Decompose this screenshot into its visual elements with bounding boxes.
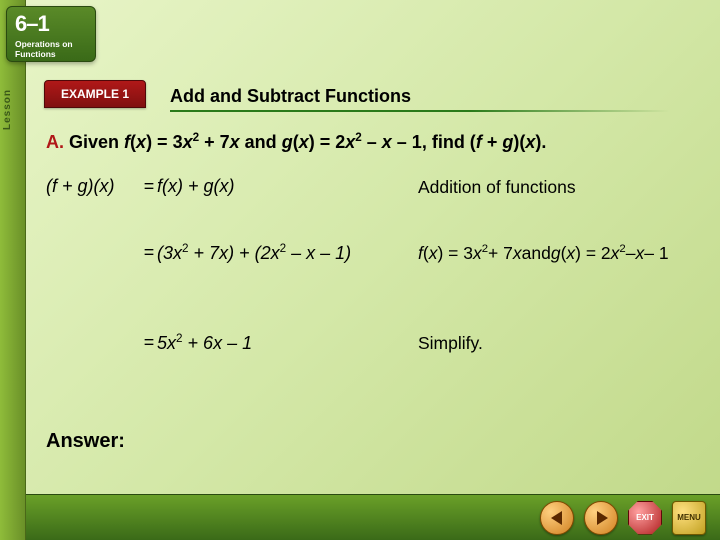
problem-statement: A. Given f(x) = 3x2 + 7x and g(x) = 2x2 … (46, 130, 696, 154)
title-underline (170, 110, 670, 112)
step-row: (f + g)(x) = f(x) + g(x) (46, 176, 406, 224)
problem-part-label: A. (46, 132, 64, 152)
lesson-title: Operations on Functions (7, 37, 95, 59)
arrow-left-icon (551, 511, 562, 525)
arrow-right-icon (597, 511, 608, 525)
steps-right-col: Addition of functions f(x) = 3x2 + 7x an… (418, 176, 688, 398)
step-eq: = (141, 176, 157, 197)
slide-page: Lesson 6–1 Operations on Functions EXAMP… (0, 0, 720, 540)
step-rhs: 5x2 + 6x – 1 (157, 332, 406, 354)
slide-title: Add and Subtract Functions (170, 86, 411, 107)
side-strip (0, 0, 26, 540)
example-tab-container: EXAMPLE 1 (44, 80, 146, 108)
example-tab: EXAMPLE 1 (44, 80, 146, 108)
lesson-badge: 6–1 Operations on Functions (6, 6, 96, 62)
content-area: A. Given f(x) = 3x2 + 7x and g(x) = 2x2 … (46, 130, 696, 398)
step-rhs: (3x2 + 7x) + (2x2 – x – 1) (157, 242, 406, 264)
next-button[interactable] (584, 501, 618, 535)
answer-label: Answer: (46, 430, 125, 453)
menu-button[interactable]: MENU (672, 501, 706, 535)
problem-text: Given f(x) = 3x2 + 7x and g(x) = 2x2 – x… (69, 132, 546, 152)
step-row: = (3x2 + 7x) + (2x2 – x – 1) (46, 242, 406, 314)
step-lhs: (f + g)(x) (46, 176, 141, 197)
step-reason: Simplify. (418, 332, 688, 380)
exit-button[interactable]: EXIT (628, 501, 662, 535)
steps-left-col: (f + g)(x) = f(x) + g(x) = (3x2 + 7x) + … (46, 176, 406, 398)
footer-bar: EXIT MENU (26, 494, 720, 540)
step-reason: Addition of functions (418, 176, 688, 224)
prev-button[interactable] (540, 501, 574, 535)
step-eq: = (141, 242, 157, 263)
lesson-number: 6–1 (7, 7, 95, 37)
step-row: = 5x2 + 6x – 1 (46, 332, 406, 380)
step-rhs: f(x) + g(x) (157, 176, 406, 197)
step-reason: f(x) = 3x2 + 7x and g(x) = 2x2 – x – 1 (418, 242, 688, 314)
lesson-sidebar-text: Lesson (2, 89, 13, 130)
steps-table: (f + g)(x) = f(x) + g(x) = (3x2 + 7x) + … (46, 176, 696, 398)
step-eq: = (141, 332, 157, 353)
